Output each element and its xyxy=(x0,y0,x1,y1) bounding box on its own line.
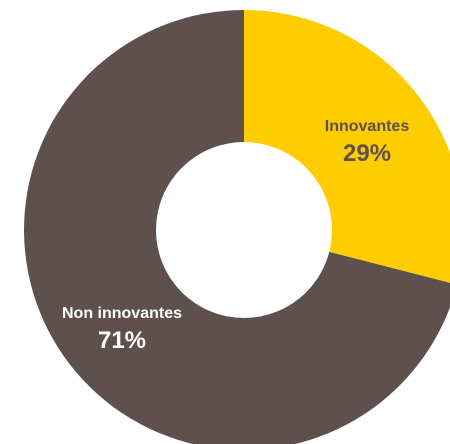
slice-label-value: 29% xyxy=(343,140,391,167)
donut-hole xyxy=(156,142,332,318)
slice-label-name: Non innovantes xyxy=(62,305,182,322)
slice-label-value: 71% xyxy=(98,327,146,354)
slice-label-name: Innovantes xyxy=(325,118,410,135)
donut-labels: Innovantes 29% Non innovantes 71% xyxy=(62,118,409,354)
